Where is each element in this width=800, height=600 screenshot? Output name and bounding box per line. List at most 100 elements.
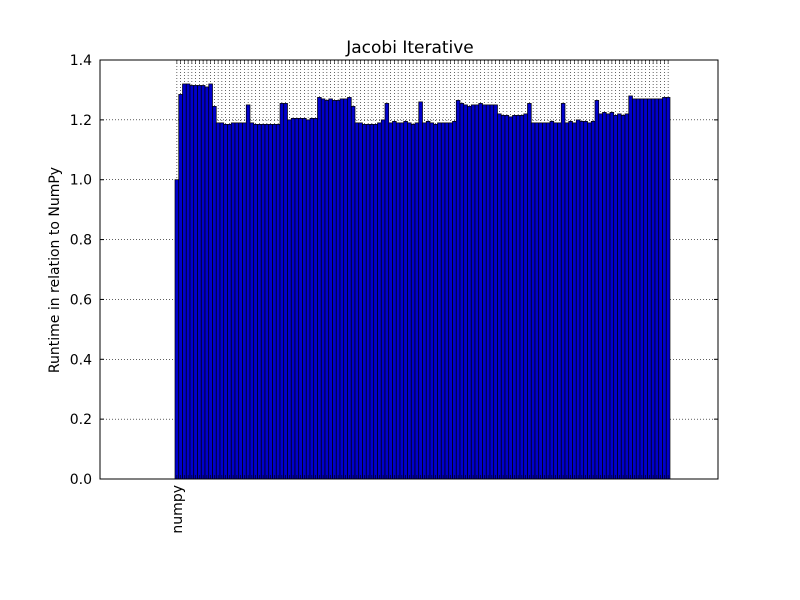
bar bbox=[575, 119, 581, 480]
bar bbox=[189, 85, 195, 480]
bar bbox=[230, 122, 236, 480]
bar bbox=[609, 112, 615, 480]
bar bbox=[598, 113, 603, 480]
chart-title: Jacobi Iterative bbox=[345, 38, 474, 58]
bar bbox=[418, 101, 423, 480]
bar bbox=[493, 104, 498, 480]
bar bbox=[482, 104, 487, 480]
bar bbox=[193, 85, 198, 480]
bar bbox=[500, 115, 506, 480]
bar bbox=[422, 122, 427, 480]
bar bbox=[579, 121, 585, 480]
bar bbox=[635, 98, 641, 480]
bar bbox=[519, 115, 525, 480]
bar bbox=[407, 122, 412, 480]
bar bbox=[328, 98, 333, 480]
bar bbox=[234, 122, 240, 480]
bar bbox=[425, 121, 431, 480]
bar bbox=[227, 123, 232, 480]
bar bbox=[208, 83, 213, 480]
bar bbox=[242, 122, 247, 480]
bar bbox=[219, 122, 225, 480]
bar bbox=[444, 122, 450, 480]
bar bbox=[350, 106, 356, 480]
bar bbox=[260, 123, 266, 480]
bar bbox=[298, 118, 303, 480]
bar bbox=[654, 98, 660, 480]
bar bbox=[512, 115, 517, 480]
bar bbox=[542, 122, 547, 480]
plot-area bbox=[100, 59, 718, 480]
bar bbox=[275, 123, 281, 480]
bar bbox=[583, 121, 588, 480]
bar bbox=[624, 113, 630, 480]
y-tick-label: 0.6 bbox=[70, 292, 92, 308]
bar bbox=[662, 97, 667, 480]
bar bbox=[433, 123, 438, 480]
bar bbox=[399, 122, 405, 480]
bar bbox=[467, 106, 472, 480]
bar bbox=[489, 104, 495, 480]
bar bbox=[538, 122, 543, 480]
bar bbox=[294, 118, 300, 480]
bar bbox=[264, 123, 270, 480]
bar bbox=[470, 104, 476, 480]
bar bbox=[215, 122, 221, 480]
bar bbox=[459, 103, 465, 480]
bar bbox=[279, 103, 285, 480]
bar bbox=[380, 119, 386, 480]
bar bbox=[485, 104, 491, 480]
bar bbox=[384, 103, 390, 480]
x-tick-label: numpy bbox=[170, 485, 186, 534]
y-tick-label: 1.0 bbox=[70, 173, 92, 189]
y-tick-label: 0.8 bbox=[70, 233, 92, 249]
bar bbox=[594, 100, 600, 480]
bar bbox=[335, 100, 341, 480]
bar bbox=[602, 112, 607, 480]
bar bbox=[545, 122, 551, 480]
bar bbox=[403, 121, 408, 480]
bar bbox=[572, 122, 577, 480]
bar bbox=[212, 106, 217, 480]
bar bbox=[223, 123, 228, 480]
bar bbox=[647, 98, 652, 480]
bar bbox=[497, 113, 502, 480]
bar bbox=[617, 113, 622, 480]
bar bbox=[557, 122, 562, 480]
bar bbox=[324, 100, 330, 480]
bar bbox=[309, 118, 315, 480]
bar bbox=[395, 122, 401, 480]
y-tick-label: 0.0 bbox=[70, 472, 92, 488]
bar bbox=[272, 123, 277, 480]
bar bbox=[504, 115, 510, 480]
bar bbox=[474, 104, 480, 480]
bar bbox=[365, 123, 371, 480]
y-tick-label: 0.2 bbox=[70, 412, 92, 428]
bar bbox=[178, 94, 183, 480]
bar bbox=[302, 118, 307, 480]
bar bbox=[377, 122, 382, 480]
bar bbox=[437, 122, 442, 480]
bar bbox=[628, 95, 633, 480]
bar bbox=[515, 115, 521, 480]
bar bbox=[290, 118, 296, 480]
bar bbox=[204, 86, 210, 480]
bar bbox=[530, 122, 536, 480]
bar bbox=[358, 122, 363, 480]
bar bbox=[257, 123, 262, 480]
bar bbox=[508, 116, 513, 480]
bar bbox=[343, 98, 348, 480]
bar bbox=[185, 83, 191, 480]
bar bbox=[392, 121, 397, 480]
bar bbox=[560, 103, 566, 480]
bar bbox=[313, 118, 318, 480]
bar bbox=[245, 104, 251, 480]
bar bbox=[452, 121, 457, 480]
bar bbox=[568, 121, 573, 480]
bar bbox=[605, 113, 611, 480]
bar bbox=[455, 100, 461, 480]
bar bbox=[620, 115, 626, 480]
bar bbox=[632, 98, 637, 480]
bar bbox=[354, 122, 360, 480]
bar bbox=[238, 122, 243, 480]
